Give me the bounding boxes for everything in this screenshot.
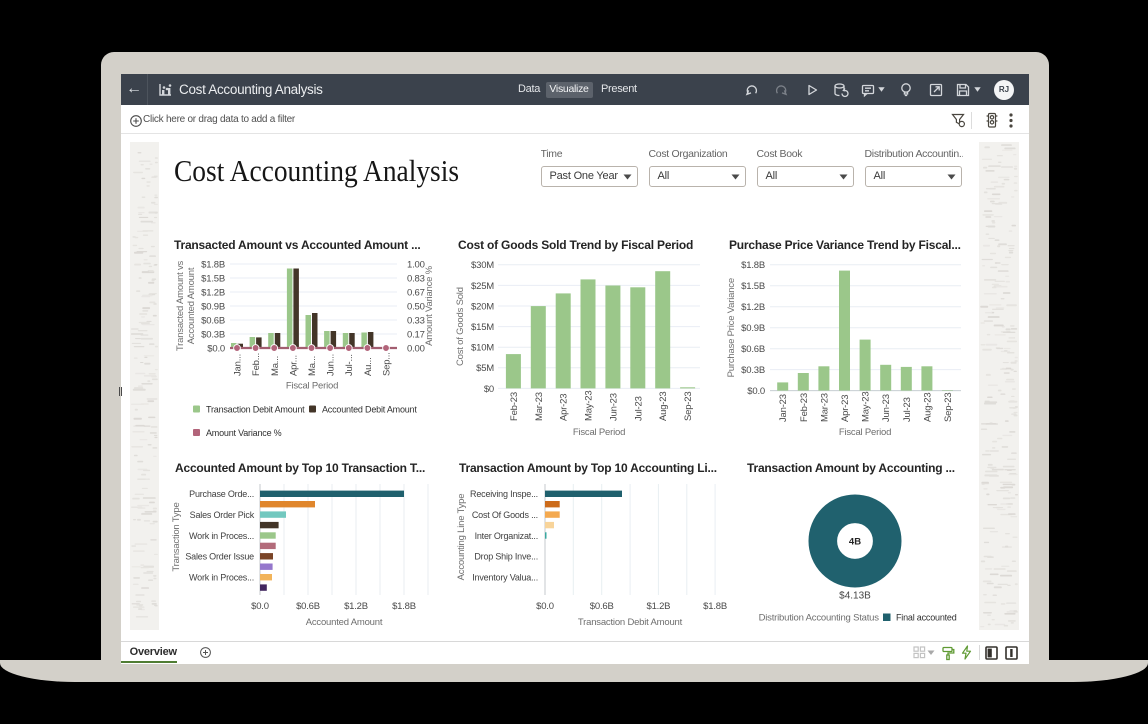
svg-text:Final accounted: Final accounted [896,613,957,623]
svg-text:$0.0: $0.0 [251,601,269,612]
svg-text:0.33: 0.33 [407,315,425,326]
svg-text:Sep-23: Sep-23 [943,393,954,422]
svg-text:Work in Proces...: Work in Proces... [189,531,254,541]
svg-text:Aug-23: Aug-23 [658,392,669,421]
svg-text:$20M: $20M [471,301,494,312]
svg-text:Mar-23: Mar-23 [819,393,830,422]
svg-text:Apr-23: Apr-23 [840,395,851,422]
svg-text:Fiscal Period: Fiscal Period [286,381,338,392]
svg-text:$1.2B: $1.2B [201,287,225,298]
svg-text:Transaction Debit Amount: Transaction Debit Amount [578,617,683,628]
svg-text:1.00: 1.00 [407,259,425,270]
svg-text:Sales Order Issue: Sales Order Issue [185,552,254,562]
svg-text:Work in Proces...: Work in Proces... [189,573,254,583]
svg-text:Jul-23: Jul-23 [902,397,913,422]
svg-text:Transaction Debit Amount: Transaction Debit Amount [206,404,305,414]
svg-text:Accounted Amount: Accounted Amount [306,617,383,628]
svg-text:$4.13B: $4.13B [839,591,871,602]
svg-text:Transaction Amount by Accounti: Transaction Amount by Accounting ... [747,461,955,475]
svg-text:Accounting Line Type: Accounting Line Type [456,494,467,581]
svg-text:0.50: 0.50 [407,301,425,312]
svg-text:$0.0: $0.0 [207,343,225,354]
svg-text:May-23: May-23 [861,392,872,422]
svg-text:Aug-23: Aug-23 [922,393,933,422]
svg-text:May-23: May-23 [584,391,595,421]
svg-text:Sep...: Sep... [382,352,393,376]
svg-text:Transacted Amount vs: Transacted Amount vs [175,260,186,351]
svg-text:$0.6B: $0.6B [201,315,225,326]
svg-text:Purchase Orde...: Purchase Orde... [189,489,254,499]
svg-text:Feb-23: Feb-23 [509,392,520,421]
svg-text:$1.2B: $1.2B [646,601,670,612]
svg-text:4B: 4B [849,537,861,548]
svg-text:Jun...: Jun... [326,354,337,376]
svg-text:0.67: 0.67 [407,287,425,298]
svg-text:Ma...: Ma... [270,356,281,376]
svg-text:$0.9B: $0.9B [741,323,765,334]
svg-text:$5M: $5M [476,363,494,374]
svg-text:$0.6B: $0.6B [590,601,614,612]
svg-text:Inter Organizat...: Inter Organizat... [475,531,538,541]
svg-text:Feb-23: Feb-23 [799,393,810,422]
svg-text:Cost of Goods Sold: Cost of Goods Sold [455,287,466,366]
svg-text:Au...: Au... [363,357,374,376]
svg-text:Jul-23: Jul-23 [633,396,644,421]
svg-text:Purchase Price Variance Trend: Purchase Price Variance Trend by Fiscal.… [729,238,961,252]
svg-text:Sep-23: Sep-23 [683,392,694,421]
svg-text:$1.8B: $1.8B [703,601,727,612]
svg-text:$0.0: $0.0 [536,601,554,612]
svg-text:$0.0: $0.0 [747,386,765,397]
svg-text:$1.8B: $1.8B [741,260,765,271]
svg-text:0.83: 0.83 [407,273,425,284]
svg-text:Distribution Accounting Status: Distribution Accounting Status [759,613,880,624]
svg-text:Cost of Goods Sold Trend by Fi: Cost of Goods Sold Trend by Fiscal Perio… [458,238,693,252]
svg-text:$30M: $30M [471,260,494,271]
svg-text:Accounted Debit Amount: Accounted Debit Amount [322,404,417,414]
svg-text:Ma...: Ma... [307,356,318,376]
svg-text:Fiscal Period: Fiscal Period [839,427,891,438]
svg-text:0.17: 0.17 [407,329,425,340]
svg-text:Feb...: Feb... [251,353,262,376]
svg-text:$0.6B: $0.6B [741,344,765,355]
svg-text:$0.9B: $0.9B [201,301,225,312]
svg-text:Accounted Amount by Top 10 Tra: Accounted Amount by Top 10 Transaction T… [175,461,425,475]
svg-text:Receiving Inspe...: Receiving Inspe... [470,489,538,499]
svg-text:Amount Variance %: Amount Variance % [206,428,282,438]
svg-text:$15M: $15M [471,322,494,333]
svg-text:Purchase Price Variance: Purchase Price Variance [726,278,737,377]
svg-text:Jul-...: Jul-... [344,354,355,376]
svg-text:Transaction Type: Transaction Type [171,502,182,571]
svg-text:Sales Order Pick: Sales Order Pick [190,510,255,520]
svg-text:$1.2B: $1.2B [344,601,368,612]
svg-text:Drop Ship Inve...: Drop Ship Inve... [474,552,538,562]
svg-text:Accounted Amount: Accounted Amount [186,267,197,344]
svg-text:$0: $0 [484,384,494,395]
svg-text:Apr...: Apr... [288,355,299,376]
svg-text:Cost Of Goods ...: Cost Of Goods ... [472,510,538,520]
svg-text:Jun-23: Jun-23 [881,394,892,422]
svg-text:Amount Variance %: Amount Variance % [424,265,435,346]
svg-text:$1.8B: $1.8B [392,601,416,612]
svg-text:$0.6B: $0.6B [296,601,320,612]
svg-text:Inventory Valua...: Inventory Valua... [472,573,538,583]
svg-text:Jan...: Jan... [233,354,244,376]
svg-text:$1.5B: $1.5B [201,273,225,284]
svg-text:0.00: 0.00 [407,343,425,354]
svg-text:$10M: $10M [471,343,494,354]
svg-text:Mar-23: Mar-23 [534,392,545,421]
svg-text:$1.8B: $1.8B [201,259,225,270]
svg-text:$0.3B: $0.3B [741,365,765,376]
svg-text:$1.2B: $1.2B [741,302,765,313]
svg-text:$0.3B: $0.3B [201,329,225,340]
svg-text:Apr-23: Apr-23 [559,394,570,421]
svg-text:Transaction Amount by Top 10 A: Transaction Amount by Top 10 Accounting … [459,461,717,475]
svg-text:$1.5B: $1.5B [741,281,765,292]
svg-text:Fiscal Period: Fiscal Period [573,427,625,438]
svg-text:$25M: $25M [471,281,494,292]
svg-text:Jan-23: Jan-23 [778,394,789,422]
svg-text:Transacted Amount vs Accounted: Transacted Amount vs Accounted Amount ..… [174,238,421,252]
svg-text:Jun-23: Jun-23 [608,393,619,421]
